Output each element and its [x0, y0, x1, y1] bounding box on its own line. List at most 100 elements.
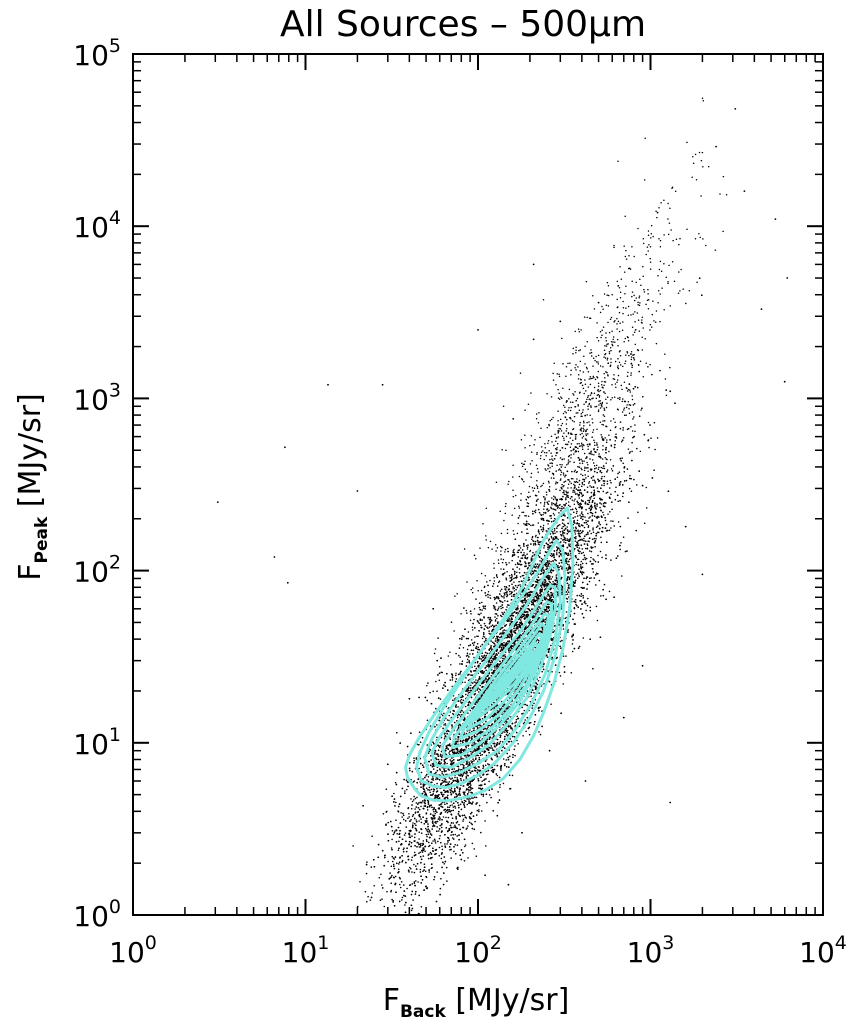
- data-point: [400, 881, 403, 883]
- data-point: [440, 853, 443, 855]
- data-point: [543, 554, 546, 557]
- data-point: [437, 840, 439, 843]
- data-point: [578, 530, 580, 533]
- data-point: [390, 876, 393, 878]
- data-point: [451, 679, 454, 681]
- data-point: [582, 597, 585, 599]
- data-point: [418, 820, 420, 822]
- data-point: [427, 833, 430, 835]
- data-point: [627, 517, 629, 519]
- data-point: [424, 870, 427, 873]
- data-point: [472, 644, 475, 646]
- data-point: [549, 533, 552, 535]
- data-point: [590, 491, 593, 494]
- data-point: [617, 397, 619, 400]
- data-point: [496, 585, 499, 587]
- data-point: [463, 764, 465, 767]
- data-point: [458, 759, 460, 761]
- data-point: [544, 563, 546, 566]
- data-point: [540, 586, 543, 589]
- data-point: [435, 778, 437, 781]
- data-point: [629, 404, 632, 407]
- data-point: [448, 810, 450, 813]
- data-point: [364, 890, 367, 893]
- data-point: [563, 541, 565, 543]
- data-point: [404, 904, 406, 906]
- data-point: [632, 436, 634, 439]
- data-point: [426, 835, 428, 838]
- data-point: [511, 595, 513, 597]
- data-point: [417, 803, 419, 805]
- data-point: [574, 531, 576, 533]
- data-point: [549, 542, 551, 544]
- data-point: [411, 800, 414, 803]
- data-point: [511, 583, 513, 585]
- data-point: [448, 846, 451, 848]
- data-point: [631, 441, 633, 444]
- data-point: [512, 612, 514, 614]
- data-point: [538, 533, 541, 535]
- data-point: [606, 480, 609, 483]
- data-point: [590, 504, 593, 507]
- data-point: [453, 787, 456, 790]
- data-point: [447, 840, 449, 842]
- data-point: [477, 754, 480, 757]
- data-point: [418, 838, 420, 840]
- data-point: [442, 781, 445, 783]
- data-point: [476, 809, 479, 812]
- data-point: [436, 736, 438, 739]
- data-point: [442, 774, 445, 776]
- data-point: [588, 540, 590, 543]
- data-point: [617, 472, 619, 475]
- data-point: [498, 646, 501, 649]
- data-point: [569, 545, 572, 548]
- data-point: [517, 584, 520, 587]
- data-point: [584, 556, 586, 559]
- data-point: [596, 448, 599, 451]
- data-point: [434, 751, 436, 754]
- data-point: [460, 779, 463, 782]
- data-point: [565, 611, 568, 613]
- data-point: [467, 825, 469, 827]
- data-point: [548, 594, 550, 597]
- data-point: [508, 774, 511, 776]
- data-point: [533, 692, 535, 694]
- data-point: [483, 636, 486, 638]
- data-point: [591, 453, 593, 456]
- data-point: [459, 700, 462, 702]
- data-point: [498, 606, 500, 608]
- data-point: [406, 788, 408, 791]
- data-point: [588, 517, 590, 519]
- data-point: [570, 672, 573, 674]
- data-point: [425, 833, 428, 836]
- data-point: [436, 811, 438, 814]
- data-point: [538, 731, 540, 733]
- data-point: [519, 609, 522, 611]
- data-point: [413, 863, 415, 866]
- data-point: [485, 845, 487, 847]
- data-point: [515, 718, 518, 721]
- data-point: [478, 810, 480, 813]
- data-point: [585, 562, 588, 565]
- data-point: [541, 670, 543, 673]
- data-point: [444, 843, 446, 845]
- data-point: [586, 543, 589, 545]
- data-point: [549, 554, 552, 557]
- data-point: [536, 683, 539, 686]
- data-point: [594, 481, 596, 483]
- data-point: [514, 629, 516, 632]
- data-point: [582, 551, 585, 554]
- data-point: [505, 578, 508, 581]
- data-point: [452, 699, 454, 701]
- data-point: [575, 488, 578, 490]
- data-point: [562, 683, 564, 685]
- data-point: [598, 522, 600, 524]
- data-point: [451, 781, 454, 784]
- data-point: [587, 512, 589, 515]
- data-point: [367, 895, 369, 898]
- data-point: [473, 848, 476, 850]
- data-point: [545, 583, 548, 585]
- data-point: [583, 452, 586, 455]
- data-point: [418, 767, 421, 770]
- data-point: [431, 867, 434, 869]
